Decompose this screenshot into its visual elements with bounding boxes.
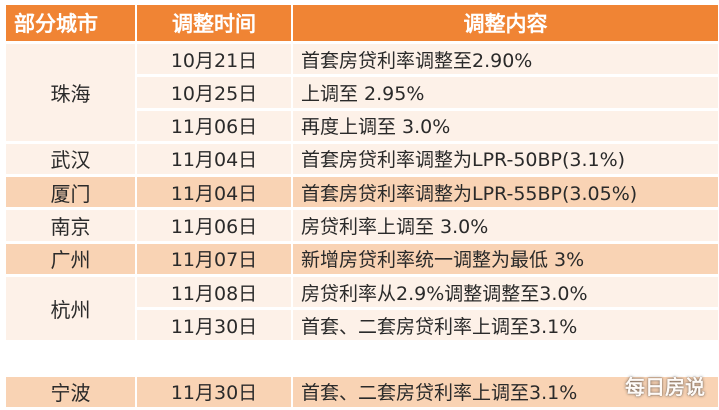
header-content: 调整内容 (293, 5, 718, 41)
city-cell: 杭州 (6, 276, 135, 341)
content-cell: 首套房贷利率调整为LPR-55BP(3.05%) (293, 177, 718, 208)
date-cell: 11月06日 (137, 210, 291, 241)
city-cell: 宁波 (6, 376, 135, 407)
date-cell: 11月08日 (137, 276, 291, 308)
date-cell: 10月21日 (137, 44, 291, 75)
city-cell: 珠海 (6, 44, 135, 141)
date-cell: 11月07日 (137, 243, 291, 274)
content-cell: 再度上调至 3.0% (293, 110, 718, 141)
header-city: 部分城市 (6, 5, 135, 41)
content-cell: 首套房贷利率调整至2.90% (293, 44, 718, 75)
city-cell: 广州 (6, 243, 135, 274)
content-cell: 首套房贷利率调整为LPR-50BP(3.1%) (293, 143, 718, 175)
date-cell: 11月06日 (137, 110, 291, 141)
date-cell: 11月04日 (137, 143, 291, 175)
content-cell: 首套、二套房贷利率上调至3.1% (293, 310, 718, 341)
date-cell: 10月25日 (137, 77, 291, 108)
watermark-logo: 每日房说 (625, 375, 705, 399)
city-cell: 厦门 (6, 177, 135, 208)
date-cell: 11月30日 (137, 376, 291, 407)
content-cell: 首套、二套房贷利率上调至3.1% (293, 376, 718, 407)
city-cell: 武汉 (6, 143, 135, 175)
date-cell: 11月30日 (137, 310, 291, 341)
header-time: 调整时间 (137, 5, 291, 41)
content-cell: 房贷利率从2.9%调整调整至3.0% (293, 276, 718, 308)
rate-adjustment-table: 部分城市 调整时间 调整内容 珠海 武汉 厦门 南京 广州 杭州 宁波 10月2… (6, 5, 718, 407)
city-cell: 南京 (6, 210, 135, 241)
content-cell: 新增房贷利率统一调整为最低 3% (293, 243, 718, 274)
content-cell: 上调至 2.95% (293, 77, 718, 108)
content-cell: 房贷利率上调至 3.0% (293, 210, 718, 241)
date-cell: 11月04日 (137, 177, 291, 208)
